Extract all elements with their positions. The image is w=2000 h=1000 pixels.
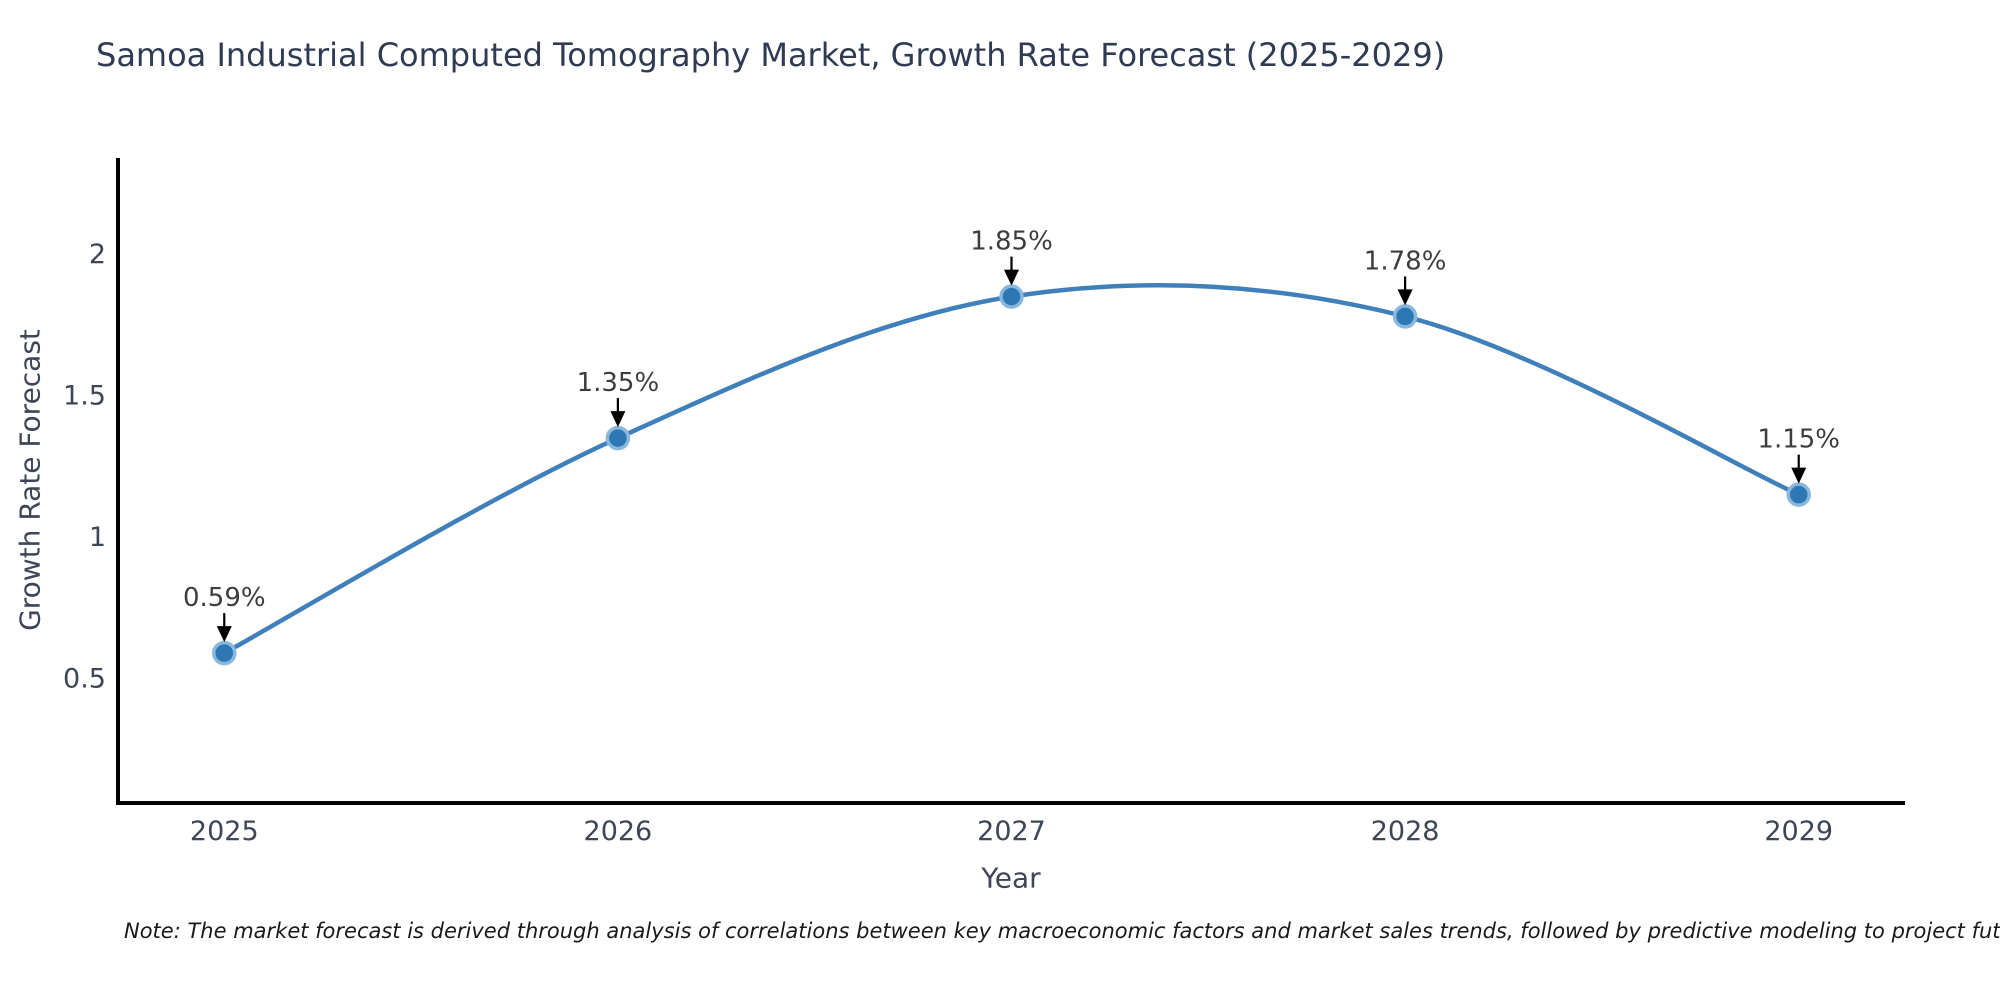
annotation-arrowhead bbox=[1791, 467, 1807, 484]
footnote: Note: The market forecast is derived thr… bbox=[124, 919, 2000, 943]
x-tick-label: 2025 bbox=[190, 816, 259, 847]
annotation-label: 1.15% bbox=[1757, 425, 1840, 455]
data-point-2028 bbox=[1392, 304, 1418, 329]
data-point-2029 bbox=[1786, 482, 1811, 507]
y-tick-label: 1 bbox=[89, 522, 106, 553]
annotation-arrowhead bbox=[610, 411, 626, 428]
chart-title: Samoa Industrial Computed Tomography Mar… bbox=[96, 36, 1446, 74]
annotation-label: 1.85% bbox=[970, 227, 1053, 257]
y-tick-label: 2 bbox=[89, 239, 106, 270]
y-tick-label: 0.5 bbox=[63, 664, 106, 695]
y-axis-label: Growth Rate Forecast bbox=[13, 329, 47, 631]
annotation-label: 1.78% bbox=[1364, 246, 1447, 276]
annotation-arrowhead bbox=[216, 626, 232, 643]
data-point-2025 bbox=[212, 640, 237, 666]
annotation-arrowhead bbox=[1004, 269, 1019, 286]
x-axis-label: Year bbox=[981, 861, 1041, 895]
x-tick-label: 2027 bbox=[977, 816, 1046, 847]
annotation-label: 1.35% bbox=[577, 368, 660, 398]
y-tick-label: 1.5 bbox=[63, 381, 106, 412]
data-point-2026 bbox=[605, 425, 631, 451]
x-tick-label: 2028 bbox=[1371, 816, 1440, 847]
annotation-arrowhead bbox=[1397, 289, 1413, 306]
x-tick-label: 2029 bbox=[1764, 816, 1833, 847]
x-tick-label: 2026 bbox=[584, 816, 653, 847]
forecast-line bbox=[222, 283, 1801, 656]
annotation-label: 0.59% bbox=[183, 583, 266, 613]
data-point-2027 bbox=[999, 284, 1024, 309]
